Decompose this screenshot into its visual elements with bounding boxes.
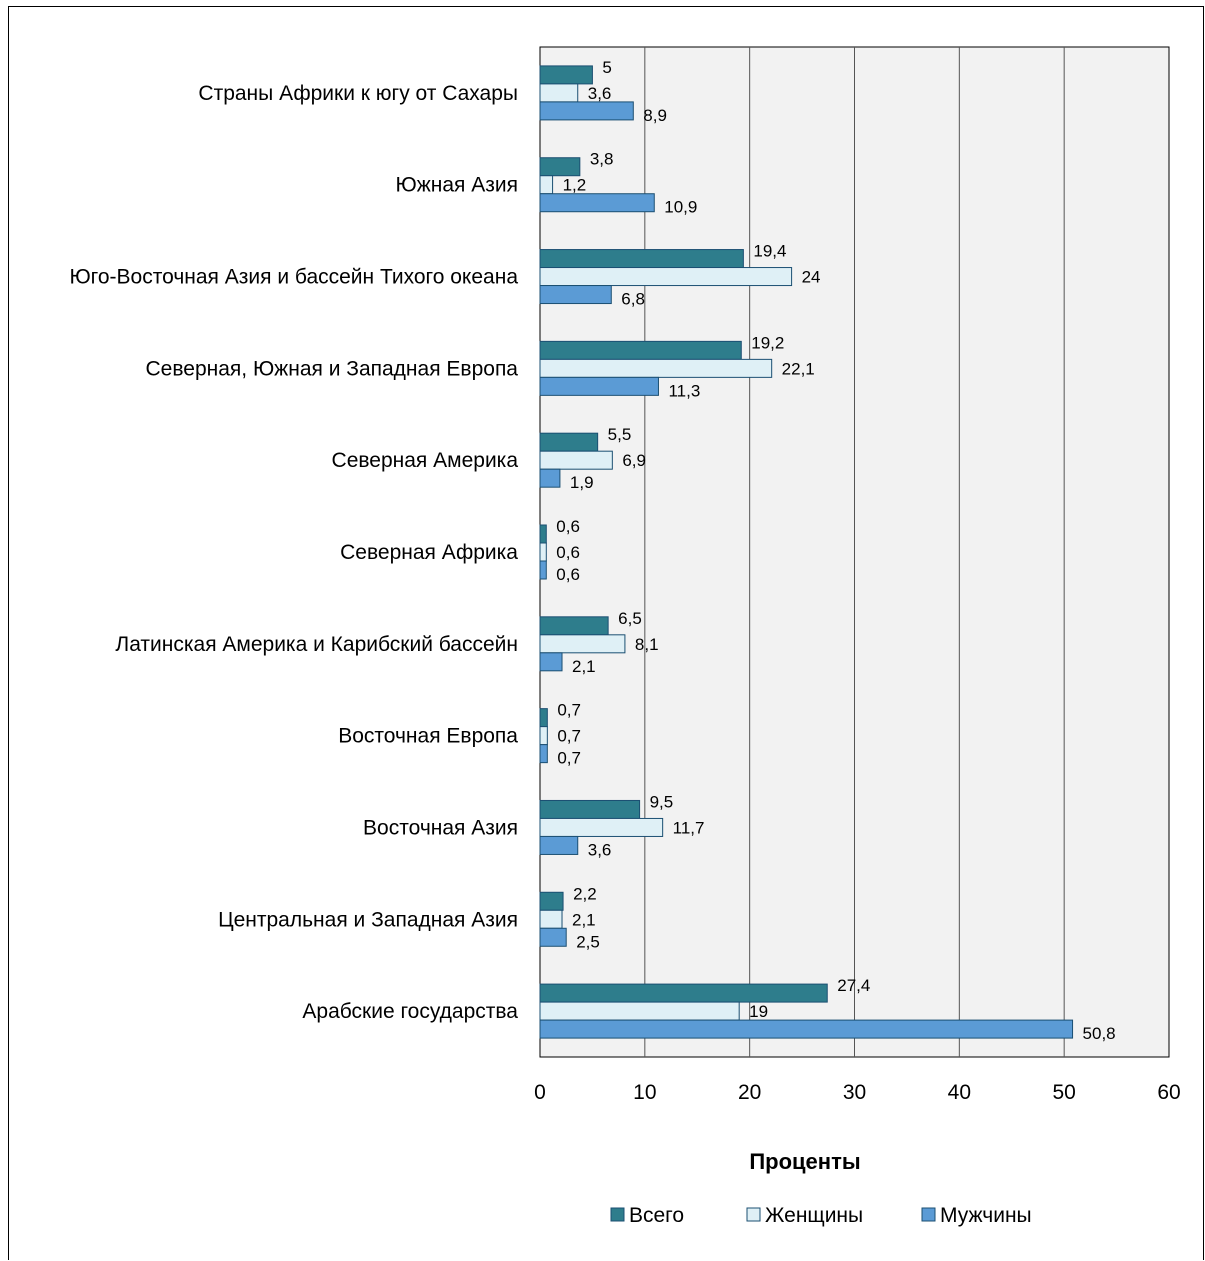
value-label: 2,1 <box>572 657 596 676</box>
value-label: 5,5 <box>608 425 632 444</box>
legend-label: Женщины <box>765 1204 863 1227</box>
bars <box>539 65 1074 1039</box>
value-label: 10,9 <box>664 198 697 217</box>
value-label: 0,6 <box>556 565 580 584</box>
value-labels: 5 3,6 8,9 3,81,2 10,9 19,4 24 6,8 19,2 22,1 11,3 5,… <box>556 58 1115 1043</box>
bar-women <box>539 1001 740 1021</box>
category-label: Юго-Восточная Азия и бассейн Тихого океа… <box>69 266 518 289</box>
bar-women <box>539 542 547 562</box>
value-label: 2,5 <box>576 932 600 951</box>
x-axis-title: Проценты <box>749 1149 860 1174</box>
value-label: 8,1 <box>635 635 659 654</box>
bar-men <box>539 835 579 855</box>
value-label: 6,5 <box>618 609 642 628</box>
value-label: 0,7 <box>557 749 581 768</box>
category-label: Южная Азия <box>396 174 518 197</box>
x-tick-label: 20 <box>738 1081 761 1104</box>
bar-men <box>539 376 659 396</box>
category-labels: Страны Африки к югу от Сахары Южная Азия Ю… <box>69 82 518 1023</box>
value-label: 27,4 <box>837 976 870 995</box>
category-label: Страны Африки к югу от Сахары <box>198 82 518 105</box>
value-label: 3,8 <box>590 150 614 169</box>
category-label: Латинская Америка и Карибский бассейн <box>115 633 518 656</box>
chart-frame: 5 3,6 8,9 3,8 1,2 10,9 19,4 24 6,8 19,2 22,1 11,3 5,… <box>8 6 1204 1260</box>
category-label: Северная Америка <box>332 449 519 472</box>
value-label: 22,1 <box>782 359 815 378</box>
x-tick-label: 30 <box>843 1081 866 1104</box>
bar-total <box>539 432 599 452</box>
bar-men <box>539 468 561 488</box>
bar-women <box>539 450 613 470</box>
value-label: 50,8 <box>1083 1024 1116 1043</box>
bar-men <box>539 193 655 213</box>
value-label: 19,2 <box>751 333 784 352</box>
category-label: Восточная Азия <box>363 816 518 839</box>
legend: Всего Женщины Мужчины <box>610 1204 1032 1227</box>
value-label: 0,6 <box>556 543 580 562</box>
legend-swatch <box>610 1207 625 1222</box>
value-label: 2,2 <box>573 884 597 903</box>
x-tick-label: 40 <box>948 1081 971 1104</box>
value-label: 19 <box>749 1002 768 1021</box>
bar-women <box>539 267 793 287</box>
grid-lines <box>644 47 1065 1057</box>
value-label: 0,6 <box>556 517 580 536</box>
value-label: 0,7 <box>557 727 581 746</box>
bar-men <box>539 1019 1074 1039</box>
category-label: Арабские государства <box>302 1000 518 1023</box>
bar-women <box>539 83 579 103</box>
x-tick-label: 50 <box>1052 1081 1075 1104</box>
bar-total <box>539 65 593 85</box>
value-label: 11,7 <box>673 818 705 837</box>
x-tick-label: 60 <box>1157 1081 1180 1104</box>
bar-total <box>539 157 581 177</box>
bar-women <box>539 726 548 746</box>
bar-total <box>539 708 548 728</box>
bar-total <box>539 249 744 269</box>
x-tick-label: 0 <box>534 1081 546 1104</box>
legend-label: Всего <box>629 1204 684 1227</box>
bar-women <box>539 175 554 195</box>
bar-chart: 5 3,6 8,9 3,81,2 10,9 19,4 24 6,8 19,2 22,1 11,3 5,… <box>69 46 1181 1227</box>
bar-total <box>539 340 742 360</box>
value-label: 11,3 <box>668 381 700 400</box>
value-label: 24 <box>802 268 821 287</box>
legend-label: Мужчины <box>940 1204 1032 1227</box>
category-label: Северная, Южная и Западная Европа <box>146 357 519 380</box>
bar-women <box>539 909 563 929</box>
value-label: 0,7 <box>557 701 581 720</box>
bar-total <box>539 616 609 636</box>
bar-men <box>539 101 634 121</box>
x-axis-ticks: 0 10 20 30 40 50 60 <box>534 1081 1181 1104</box>
category-label: Восточная Европа <box>338 725 518 748</box>
value-label: 19,4 <box>753 242 786 261</box>
value-label: 5 <box>602 58 611 77</box>
legend-swatch <box>746 1207 761 1222</box>
bar-women <box>539 817 664 837</box>
value-label: 8,9 <box>643 106 667 125</box>
value-label: 9,5 <box>650 792 674 811</box>
bar-women <box>539 358 773 378</box>
x-tick-label: 10 <box>633 1081 656 1104</box>
bar-total <box>539 524 547 544</box>
bar-total <box>539 891 564 911</box>
bar-men <box>539 652 563 672</box>
bar-total <box>539 983 828 1003</box>
bar-men <box>539 560 547 580</box>
bar-total <box>539 799 641 819</box>
bar-men <box>539 927 567 947</box>
bar-men <box>539 744 548 764</box>
value-label: 2,1 <box>572 910 596 929</box>
bar-women <box>539 634 626 654</box>
category-label: Центральная и Западная Азия <box>218 908 518 931</box>
value-label: 3,6 <box>588 84 612 103</box>
legend-swatch <box>921 1207 936 1222</box>
value-label: 1,9 <box>570 473 594 492</box>
value-label: 6,8 <box>621 290 645 309</box>
value-label: 1,2 <box>563 176 587 195</box>
category-label: Северная Африка <box>340 541 518 564</box>
value-label: 3,6 <box>588 840 612 859</box>
bar-men <box>539 285 612 305</box>
value-label: 6,9 <box>622 451 646 470</box>
